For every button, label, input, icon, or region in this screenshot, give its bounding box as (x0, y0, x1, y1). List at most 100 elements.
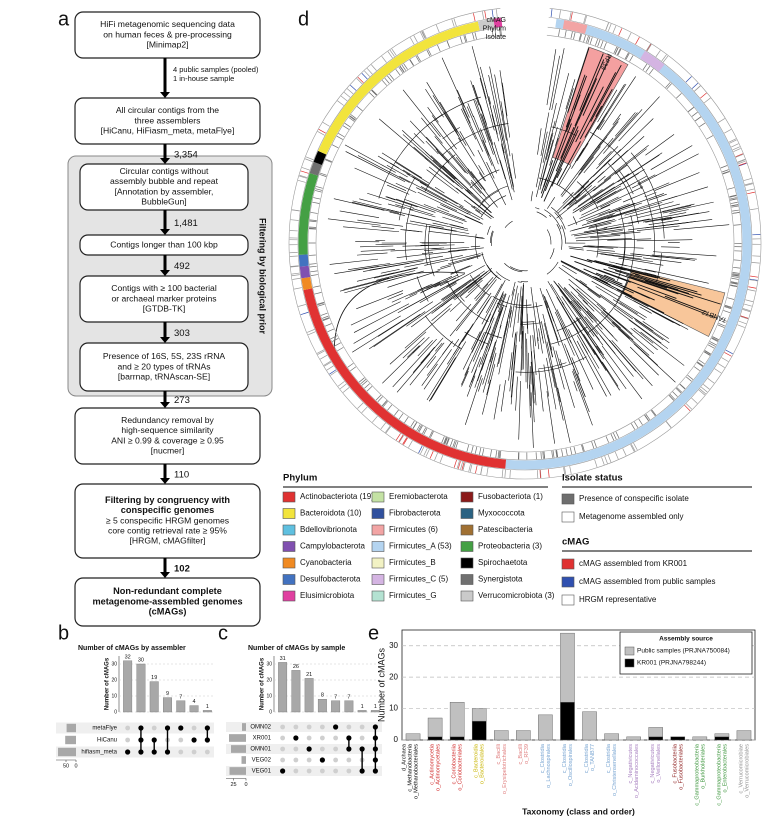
tree-branch (412, 345, 421, 354)
isolate-tick (463, 35, 467, 43)
tree-branch (569, 199, 577, 206)
cmag-tick (318, 129, 326, 134)
matrix-dot (346, 746, 352, 752)
cmag-tick (453, 459, 457, 468)
count-label: 492 (174, 261, 190, 272)
tree-branch (377, 301, 434, 337)
tree-branch (453, 338, 460, 348)
x-class-label: c_Fusobacteriia (672, 743, 678, 783)
isolate-tick (732, 209, 740, 212)
cmag-tick (707, 378, 715, 384)
tree-branch (613, 308, 662, 344)
cmag-tick (297, 179, 306, 183)
tree-branch (446, 265, 485, 287)
isolate-tick (366, 386, 373, 392)
tree-branch (644, 280, 721, 305)
legend-swatch (460, 524, 474, 536)
tree-arc (487, 226, 491, 235)
isolate-tick (587, 36, 591, 44)
tree-branch (648, 193, 667, 201)
phylum-ring (309, 161, 322, 176)
x-tick-label: o_Coriobacteriales (458, 744, 464, 791)
tree-branch (575, 231, 641, 239)
tree-branch (583, 137, 614, 174)
isolate-tick (369, 92, 375, 98)
isolate-tick (317, 302, 325, 306)
tree-branch (435, 148, 450, 163)
matrix-row (226, 722, 382, 732)
tree-branch (612, 265, 671, 282)
isolate-tick (416, 424, 421, 431)
tree-branch (544, 123, 572, 192)
isolate-tick (315, 186, 323, 189)
isolate-tick (499, 451, 502, 459)
isolate-tick (693, 366, 701, 372)
tree-branch (439, 204, 454, 211)
isolate-tick (733, 224, 741, 226)
tree-branch (447, 254, 484, 265)
tree-branch (578, 78, 598, 120)
tree-branch (579, 197, 602, 211)
tree-branch (405, 293, 418, 300)
tree-branch (642, 216, 672, 223)
matrix-dot-empty (319, 735, 325, 741)
bar-value-label: 19 (151, 675, 157, 681)
tree-branch (439, 165, 471, 194)
bar-segment (604, 733, 619, 741)
legend-label: Verrucomicrobiota (3) (478, 591, 555, 600)
isolate-tick (381, 400, 388, 407)
tree-branch (509, 332, 517, 392)
tree-branch (652, 251, 717, 257)
domain-label: d_Archaea (402, 743, 408, 771)
tree-branch (496, 324, 502, 339)
tree-branch (482, 277, 494, 289)
cmag-tick (481, 11, 485, 20)
tree-branch (402, 89, 441, 138)
tree-branch (390, 162, 399, 169)
tree-branch (448, 223, 465, 229)
set-bar (66, 723, 76, 733)
cmag-tick (745, 183, 753, 186)
tree-branch (434, 271, 488, 312)
x-class-label: c_Actinomycetia (430, 743, 436, 785)
tree-branch (462, 107, 484, 152)
isolate-tick (371, 90, 377, 96)
tree-arc (491, 231, 494, 246)
tree-branch (584, 89, 613, 138)
legend-label: KR001 (PRJNA798244) (637, 660, 706, 667)
tree-branch (543, 364, 550, 397)
isolate-tick (731, 205, 739, 208)
cmag-tick (728, 138, 737, 143)
cmag-tick (742, 308, 751, 312)
x-tick-label: o_Acidaminococcales (634, 744, 640, 798)
tree-branch (521, 331, 524, 371)
matrix-dot-empty (293, 768, 299, 774)
tree-arc (538, 177, 577, 202)
flow-text: All circular contigs from the (116, 105, 219, 115)
tree-branch (382, 336, 430, 384)
tree-branch (392, 338, 437, 388)
tree-branch (661, 219, 713, 227)
x-tick-label: o_Actinomycetales (436, 744, 442, 791)
isolate-tick (430, 431, 434, 438)
cmag-tick (337, 381, 345, 387)
tree-branch (458, 330, 469, 346)
tree-branch (576, 185, 593, 199)
isolate-tick (309, 263, 317, 265)
tree-branch (568, 278, 606, 310)
cmag-tick (429, 451, 434, 459)
tree-arc (595, 223, 599, 258)
x-class-label: c_Clostridia (606, 743, 612, 773)
legend-label: Eremiobacterota (389, 492, 448, 501)
tree-branch (626, 274, 668, 289)
cmag-tick (480, 466, 483, 475)
matrix-dot-empty (306, 768, 312, 774)
cmag-tick (607, 23, 612, 32)
legend-swatch (561, 576, 575, 588)
cmag-tick (408, 440, 413, 448)
y-tick-label: 10 (266, 693, 272, 699)
cmag-tick (342, 387, 350, 393)
tree-branch (359, 198, 382, 206)
cmag-tick (319, 354, 328, 360)
tree-branch (634, 318, 670, 344)
